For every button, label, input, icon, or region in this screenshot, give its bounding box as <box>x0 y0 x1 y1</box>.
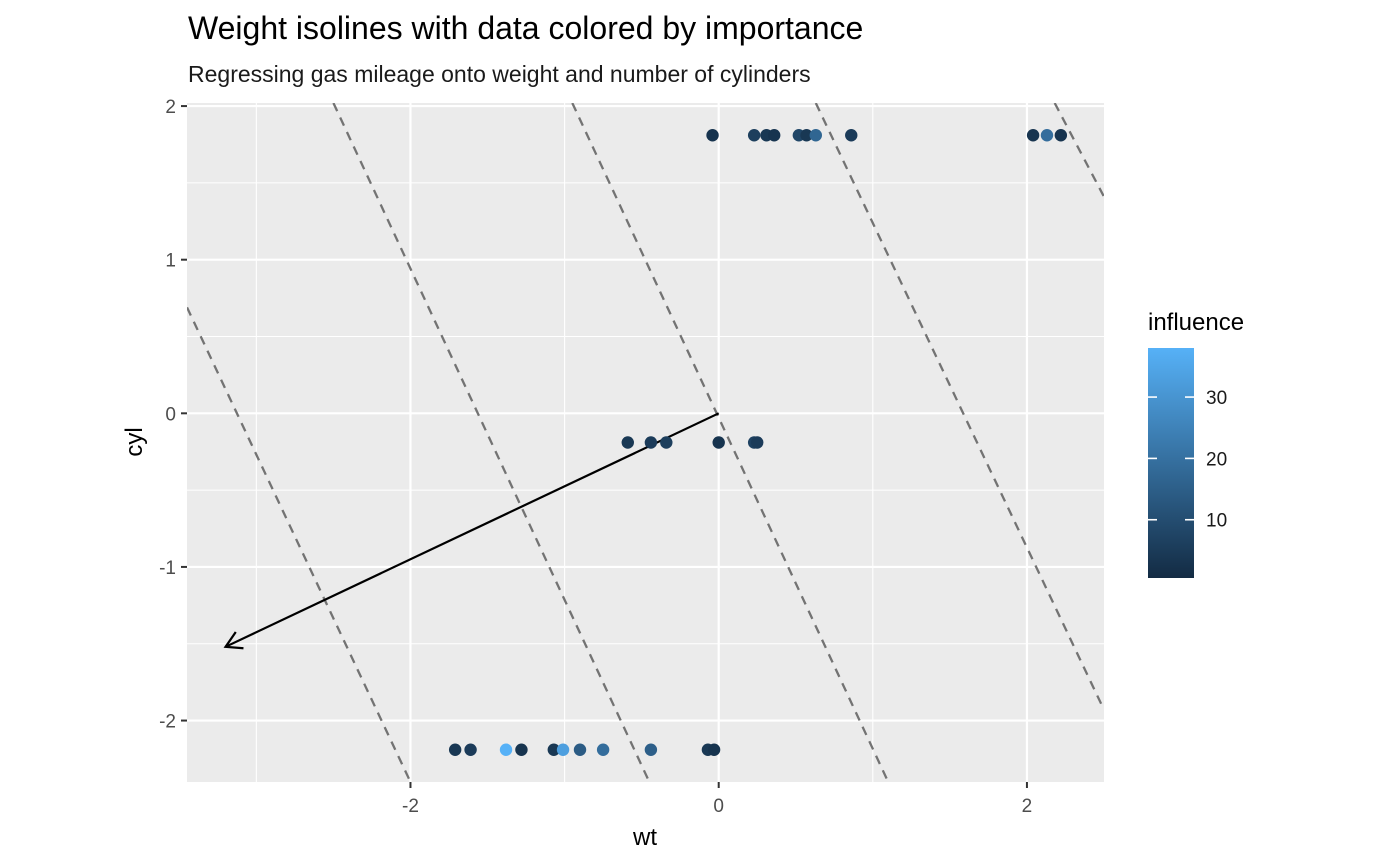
x-tick-label: -2 <box>402 796 419 817</box>
data-point <box>556 743 570 756</box>
y-axis-label: cyl <box>121 427 148 456</box>
data-point <box>547 743 560 756</box>
y-tick-label: -1 <box>159 558 176 579</box>
data-point <box>573 743 587 756</box>
y-tick-label: 2 <box>165 97 176 118</box>
data-point <box>751 436 764 449</box>
isoline <box>1053 103 1104 198</box>
data-point <box>1026 129 1040 142</box>
data-point <box>707 743 721 756</box>
chart-title: Weight isolines with data colored by imp… <box>188 10 863 46</box>
data-point <box>809 129 822 142</box>
data-point <box>515 743 528 756</box>
x-tick-label: 0 <box>713 796 724 817</box>
direction-arrow <box>223 412 720 650</box>
points <box>448 129 1068 756</box>
colorbar <box>1148 348 1194 578</box>
data-point <box>596 743 610 756</box>
data-point <box>621 436 634 449</box>
y-tick-label: -2 <box>159 712 176 733</box>
legend-tick-label: 30 <box>1206 388 1227 409</box>
data-point <box>499 743 513 756</box>
arrow-head <box>223 631 244 650</box>
data-point <box>644 436 658 449</box>
data-point <box>747 129 761 142</box>
legend-title: influence <box>1148 309 1244 336</box>
legend: influence 10 20 30 <box>1148 309 1244 578</box>
grid-major <box>187 103 1104 782</box>
grid-minor <box>187 103 1104 782</box>
isoline <box>332 103 651 782</box>
legend-ticks: 10 20 30 <box>1148 388 1227 532</box>
data-point <box>644 743 658 756</box>
isoline <box>187 306 412 782</box>
data-point <box>800 129 813 142</box>
data-point <box>706 129 719 142</box>
y-tick-label: 1 <box>165 251 176 272</box>
y-axis-ticks: -2 -1 0 1 2 <box>159 97 187 733</box>
x-tick-label: 2 <box>1022 796 1033 817</box>
y-tick-label: 0 <box>165 404 176 425</box>
data-point <box>712 436 725 449</box>
data-point <box>845 129 858 142</box>
data-point <box>660 436 673 449</box>
x-axis-ticks: -2 0 2 <box>402 782 1032 817</box>
data-point <box>464 743 477 756</box>
chart-subtitle: Regressing gas mileage onto weight and n… <box>188 61 811 87</box>
legend-tick-label: 10 <box>1206 511 1227 532</box>
x-axis-label: wt <box>632 824 657 851</box>
isolines <box>187 103 1104 782</box>
legend-tick-label: 20 <box>1206 449 1227 470</box>
data-point <box>767 129 781 142</box>
arrow-shaft <box>225 412 720 648</box>
data-point <box>448 743 462 756</box>
data-point <box>1054 129 1068 142</box>
isoline <box>571 103 890 782</box>
data-point <box>1040 129 1054 142</box>
